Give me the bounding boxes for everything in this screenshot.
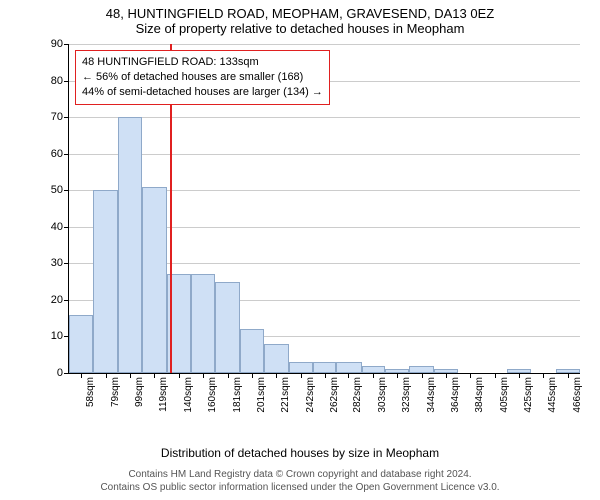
x-tick-mark bbox=[203, 373, 204, 378]
histogram-bar bbox=[215, 282, 240, 373]
histogram-bar bbox=[289, 362, 313, 373]
x-tick-label: 384sqm bbox=[474, 377, 485, 413]
footer-line2: Contains OS public sector information li… bbox=[0, 481, 600, 494]
y-tick-label: 20 bbox=[51, 294, 63, 306]
x-tick-mark bbox=[422, 373, 423, 378]
y-tick-label: 30 bbox=[51, 257, 63, 269]
x-tick-label: 282sqm bbox=[352, 377, 363, 413]
y-tick-mark bbox=[64, 44, 69, 45]
plot-area: 010203040506070809058sqm79sqm99sqm119sqm… bbox=[68, 44, 580, 374]
y-tick-mark bbox=[64, 300, 69, 301]
x-tick-label: 140sqm bbox=[183, 377, 194, 413]
x-tick-label: 445sqm bbox=[547, 377, 558, 413]
x-tick-mark bbox=[543, 373, 544, 378]
x-tick-label: 58sqm bbox=[85, 377, 96, 407]
y-tick-label: 70 bbox=[51, 111, 63, 123]
y-tick-mark bbox=[64, 190, 69, 191]
gridline-h bbox=[69, 154, 580, 155]
histogram-bar bbox=[118, 117, 142, 373]
y-tick-label: 50 bbox=[51, 184, 63, 196]
y-tick-mark bbox=[64, 117, 69, 118]
histogram-bar bbox=[93, 190, 118, 373]
y-tick-mark bbox=[64, 373, 69, 374]
y-tick-mark bbox=[64, 81, 69, 82]
x-tick-label: 303sqm bbox=[377, 377, 388, 413]
x-tick-label: 364sqm bbox=[450, 377, 461, 413]
x-tick-label: 344sqm bbox=[426, 377, 437, 413]
y-tick-mark bbox=[64, 227, 69, 228]
histogram-bar bbox=[362, 366, 386, 373]
x-tick-mark bbox=[568, 373, 569, 378]
y-tick-label: 80 bbox=[51, 75, 63, 87]
histogram-bar bbox=[409, 366, 434, 373]
x-tick-mark bbox=[228, 373, 229, 378]
annotation-box: 48 HUNTINGFIELD ROAD: 133sqm← 56% of det… bbox=[75, 50, 330, 105]
annotation-line1: 48 HUNTINGFIELD ROAD: 133sqm bbox=[82, 55, 323, 70]
x-tick-mark bbox=[106, 373, 107, 378]
x-tick-label: 221sqm bbox=[280, 377, 291, 413]
x-tick-mark bbox=[252, 373, 253, 378]
y-tick-label: 40 bbox=[51, 221, 63, 233]
x-tick-label: 201sqm bbox=[256, 377, 267, 413]
x-tick-label: 466sqm bbox=[572, 377, 583, 413]
histogram-bar bbox=[142, 187, 167, 373]
x-tick-label: 181sqm bbox=[232, 377, 243, 413]
x-tick-mark bbox=[81, 373, 82, 378]
x-tick-label: 160sqm bbox=[207, 377, 218, 413]
histogram-bar bbox=[69, 315, 93, 373]
gridline-h bbox=[69, 44, 580, 45]
y-tick-mark bbox=[64, 263, 69, 264]
x-tick-mark bbox=[179, 373, 180, 378]
y-tick-label: 10 bbox=[51, 330, 63, 342]
x-tick-label: 323sqm bbox=[401, 377, 412, 413]
x-axis-label: Distribution of detached houses by size … bbox=[0, 446, 600, 460]
chart-title-sub: Size of property relative to detached ho… bbox=[0, 21, 600, 40]
x-tick-mark bbox=[325, 373, 326, 378]
annotation-line3: 44% of semi-detached houses are larger (… bbox=[82, 85, 323, 100]
x-tick-label: 262sqm bbox=[329, 377, 340, 413]
x-tick-mark bbox=[301, 373, 302, 378]
y-tick-label: 60 bbox=[51, 148, 63, 160]
x-tick-mark bbox=[348, 373, 349, 378]
histogram-bar bbox=[313, 362, 337, 373]
x-tick-mark bbox=[470, 373, 471, 378]
histogram-bar bbox=[191, 274, 215, 373]
histogram-bar bbox=[264, 344, 289, 373]
x-tick-mark bbox=[130, 373, 131, 378]
x-tick-label: 99sqm bbox=[134, 377, 145, 407]
x-tick-mark bbox=[397, 373, 398, 378]
histogram-bar bbox=[240, 329, 264, 373]
x-tick-label: 242sqm bbox=[305, 377, 316, 413]
x-tick-mark bbox=[373, 373, 374, 378]
chart-container: Number of detached properties 0102030405… bbox=[38, 44, 586, 414]
histogram-bar bbox=[336, 362, 361, 373]
x-tick-label: 405sqm bbox=[499, 377, 510, 413]
gridline-h bbox=[69, 117, 580, 118]
footer-line1: Contains HM Land Registry data © Crown c… bbox=[0, 468, 600, 481]
x-tick-mark bbox=[495, 373, 496, 378]
chart-title-main: 48, HUNTINGFIELD ROAD, MEOPHAM, GRAVESEN… bbox=[0, 0, 600, 21]
y-tick-label: 0 bbox=[57, 367, 63, 379]
y-tick-label: 90 bbox=[51, 38, 63, 50]
x-tick-mark bbox=[519, 373, 520, 378]
footer-attribution: Contains HM Land Registry data © Crown c… bbox=[0, 468, 600, 494]
x-tick-label: 79sqm bbox=[110, 377, 121, 407]
x-tick-mark bbox=[446, 373, 447, 378]
x-tick-label: 119sqm bbox=[158, 377, 169, 412]
x-tick-label: 425sqm bbox=[523, 377, 534, 413]
x-tick-mark bbox=[276, 373, 277, 378]
x-tick-mark bbox=[154, 373, 155, 378]
annotation-line2: ← 56% of detached houses are smaller (16… bbox=[82, 70, 323, 85]
y-tick-mark bbox=[64, 154, 69, 155]
